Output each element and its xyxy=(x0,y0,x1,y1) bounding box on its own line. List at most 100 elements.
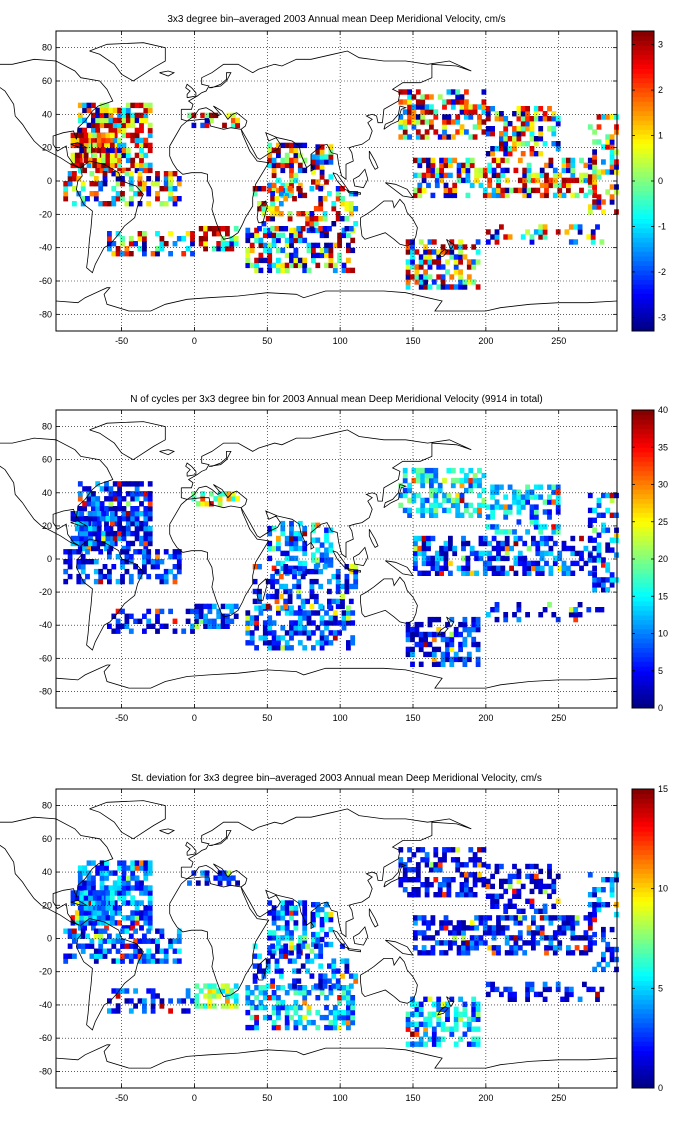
panel-2-cell xyxy=(318,603,324,610)
panel-1-cell xyxy=(91,147,96,154)
panel-2-cell xyxy=(311,522,316,528)
panel-1-cell xyxy=(121,127,127,134)
panel-2-colorbar-step xyxy=(632,572,654,579)
panel-3-cell xyxy=(574,945,580,951)
panel-2-cell xyxy=(587,507,593,514)
panel-2-cell xyxy=(413,550,418,557)
panel-1-cell xyxy=(583,162,589,169)
panel-3-cell xyxy=(420,857,426,863)
panel-1-colorbar-step xyxy=(632,166,654,173)
panel-3-cell xyxy=(185,988,191,994)
panel-3-cell xyxy=(469,925,475,931)
panel-2-colorbar-label: 10 xyxy=(658,629,668,639)
panel-3-cell xyxy=(230,875,236,881)
panel-2-cell xyxy=(293,610,299,616)
panel-1-cell xyxy=(411,109,417,115)
panel-3-cell xyxy=(85,943,90,949)
panel-3-cell xyxy=(319,990,325,996)
panel-1-cell xyxy=(302,262,308,269)
panel-3-cell xyxy=(85,933,90,939)
panel-2-cell xyxy=(155,564,160,570)
panel-3-cell xyxy=(155,958,160,964)
panel-1-cell xyxy=(402,129,408,135)
panel-1-cell xyxy=(592,192,597,199)
panel-3-cell xyxy=(204,880,210,886)
panel-3-cell xyxy=(101,890,106,896)
panel-3-cell xyxy=(494,868,500,875)
panel-1-cell xyxy=(551,141,557,147)
panel-2-cell xyxy=(487,555,493,562)
panel-1-colorbar-step xyxy=(632,110,654,116)
panel-1-cell xyxy=(516,131,522,137)
panel-2-cell xyxy=(469,550,475,557)
panel-2-cell xyxy=(117,520,122,527)
panel-2-cell xyxy=(104,545,109,552)
panel-2-cell xyxy=(267,645,273,651)
panel-3-colorbar-step xyxy=(632,1008,654,1014)
panel-1-cell xyxy=(101,147,106,154)
panel-2-cell xyxy=(112,491,118,497)
panel-3-cell xyxy=(475,1026,481,1032)
panel-3-cell xyxy=(133,953,138,959)
panel-1-cell xyxy=(296,186,302,192)
panel-3-coast-africa xyxy=(169,876,270,998)
panel-1-cell xyxy=(405,249,411,255)
panel-2-cell xyxy=(267,620,273,626)
panel-3-cell xyxy=(475,1006,481,1012)
panel-2-cell xyxy=(421,560,427,567)
panel-3-cell xyxy=(139,890,144,896)
panel-3-cell xyxy=(353,973,359,979)
panel-3-cell xyxy=(297,1014,303,1021)
panel-3-cell xyxy=(512,888,517,895)
panel-3-cell xyxy=(346,1014,351,1021)
panel-3-cell xyxy=(137,953,143,959)
panel-1-cell xyxy=(313,216,319,222)
panel-1-cell xyxy=(88,157,93,164)
panel-2: N of cycles per 3x3 degree bin for 2003 … xyxy=(0,394,668,723)
panel-3-cell xyxy=(289,930,294,936)
panel-2-cell xyxy=(440,631,446,638)
panel-1-colorbar-step xyxy=(632,152,654,159)
panel-3-cell xyxy=(522,950,528,956)
panel-3-cell xyxy=(469,940,475,946)
panel-1-cell xyxy=(213,112,219,119)
panel-3-cell xyxy=(547,863,552,870)
panel-3-cell xyxy=(341,985,347,991)
panel-3-cell xyxy=(507,873,513,880)
panel-2-cell xyxy=(561,570,567,576)
panel-3-cell xyxy=(450,877,456,883)
panel-1-cell xyxy=(86,162,92,169)
panel-3-cell xyxy=(270,953,275,959)
panel-1-colorbar-step xyxy=(632,199,654,205)
panel-2-cell xyxy=(346,615,351,621)
panel-1-cell xyxy=(283,226,289,232)
panel-1-cell xyxy=(605,114,611,120)
panel-3-cell xyxy=(142,1003,147,1009)
panel-3-cell xyxy=(101,920,106,926)
panel-1-cell xyxy=(108,137,114,144)
panel-1-cell xyxy=(163,201,169,207)
panel-2-cell xyxy=(430,565,436,571)
panel-2-cell xyxy=(410,661,415,667)
panel-3-cell xyxy=(328,911,334,918)
panel-3-cell xyxy=(284,990,290,996)
panel-1-cell xyxy=(475,239,481,245)
panel-2-cell xyxy=(471,626,477,633)
panel-1-cell xyxy=(520,106,526,112)
panel-3-cell xyxy=(315,995,321,1001)
panel-3-coast-sumatra xyxy=(332,929,350,950)
panel-2-colorbar-label: 25 xyxy=(658,517,668,527)
panel-2-cell xyxy=(474,550,479,557)
panel-3-cell xyxy=(440,1001,446,1007)
panel-2-cell xyxy=(276,635,281,641)
panel-2-coast-britain xyxy=(185,462,197,477)
panel-1-cell xyxy=(469,182,475,189)
panel-1-cell xyxy=(124,251,130,257)
panel-2-cell xyxy=(587,537,593,543)
panel-3-cell xyxy=(83,915,89,921)
panel-1-cell xyxy=(235,117,240,124)
panel-3-cell xyxy=(107,933,112,939)
panel-2-cell xyxy=(592,565,597,571)
panel-1-cell xyxy=(446,89,452,95)
panel-2-cell xyxy=(190,628,195,634)
